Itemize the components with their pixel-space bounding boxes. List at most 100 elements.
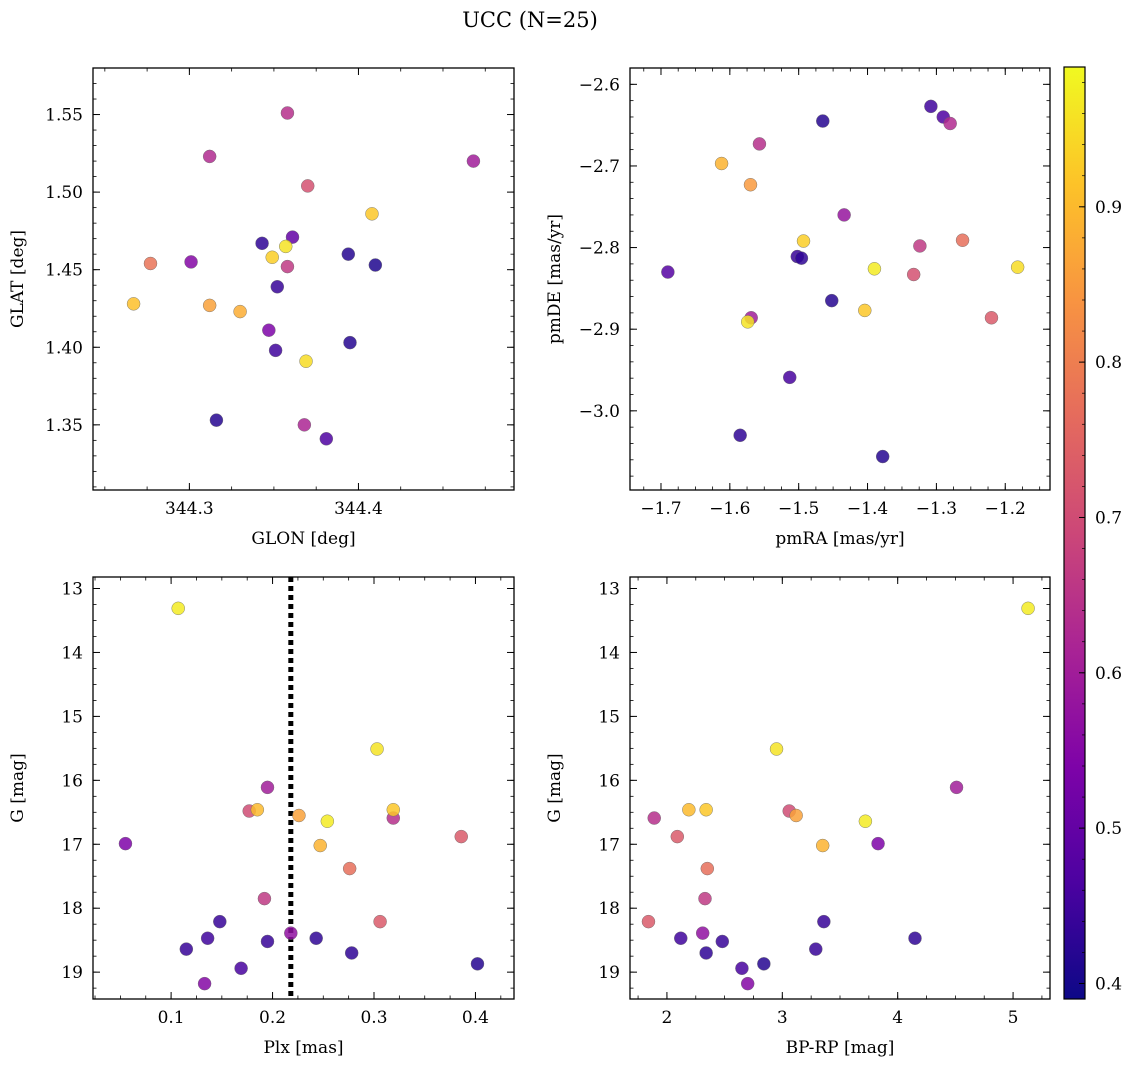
data-point [769, 742, 784, 756]
data-point [1021, 601, 1035, 616]
y-tick-label: 19 [61, 963, 83, 983]
data-point [647, 811, 661, 825]
data-point [796, 234, 811, 248]
data-point [179, 942, 194, 956]
data-point [260, 934, 275, 949]
x-tick-label: 0.4 [462, 1008, 489, 1028]
y-tick-label: 14 [598, 643, 620, 663]
x-tick-label: 0.1 [158, 1008, 185, 1028]
x-tick-label: −1.7 [640, 499, 681, 519]
data-point [257, 891, 272, 906]
data-point [715, 934, 730, 949]
data-point [265, 250, 279, 264]
data-point [342, 861, 357, 876]
y-axis-label: pmDE [mas/yr] [545, 214, 565, 344]
colorbar-tick-label: 0.7 [1095, 508, 1122, 528]
y-tick-label: 15 [598, 707, 620, 727]
data-point [319, 432, 334, 446]
x-tick-label: 344.4 [334, 499, 383, 519]
colorbar-gradient [1063, 66, 1086, 1000]
data-point [209, 413, 224, 427]
y-axis-label: G [mag] [8, 753, 28, 822]
data-point [313, 838, 327, 853]
x-axis-label: Plx [mas] [263, 1038, 343, 1058]
y-tick-label: 1.55 [45, 106, 83, 126]
data-point [299, 354, 313, 368]
data-point [309, 931, 323, 945]
y-axis-label: G [mag] [545, 753, 565, 822]
data-point [268, 343, 283, 358]
data-point [740, 976, 755, 991]
colorbar: 0.4 0.5 0.6 0.7 0.8 0.9 [1063, 66, 1122, 1000]
x-tick-label: 2 [662, 1008, 673, 1028]
data-point [279, 239, 293, 254]
data-point [285, 230, 300, 244]
data-point [126, 297, 141, 311]
data-point [262, 323, 276, 337]
x-tick-label: −1.3 [916, 499, 957, 519]
data-point [794, 251, 809, 265]
colorbar-tick-label: 0.4 [1095, 974, 1122, 994]
data-point [661, 265, 675, 279]
data-point [714, 156, 729, 171]
y-tick-label: 18 [61, 899, 83, 919]
data-point [698, 891, 712, 906]
figure-title: UCC (N=25) [462, 8, 598, 32]
data-point [368, 258, 383, 272]
data-point [365, 207, 379, 221]
data-point [292, 808, 306, 823]
y-tick-label: 16 [61, 771, 83, 791]
data-point [837, 208, 851, 222]
panel-cmd: 2 3 4 5 13 14 15 16 17 18 19 BP-RP [mag] G [mag] [545, 576, 1051, 1058]
x-tick-label: −1.5 [778, 499, 819, 519]
data-point [913, 239, 927, 253]
data-point [234, 961, 248, 976]
data-point [202, 298, 217, 313]
data-point [370, 742, 384, 756]
data-point [743, 178, 758, 192]
y-tick-label: 17 [598, 835, 620, 855]
y-tick-label: 19 [598, 963, 620, 983]
data-point [200, 931, 215, 945]
x-axis-label: pmRA [mas/yr] [775, 529, 904, 549]
data-point [373, 914, 387, 929]
panel-proper-motion: −1.7 −1.6 −1.5 −1.4 −1.3 −1.2 −3.0 −2.9 −2.8 −2.7… [545, 67, 1051, 549]
data-point [466, 154, 481, 168]
data-point [817, 914, 831, 929]
y-tick-label: 1.45 [45, 261, 83, 281]
data-point [280, 106, 295, 120]
data-point [270, 280, 284, 294]
data-point [789, 808, 803, 823]
y-tick-label: 14 [61, 643, 83, 663]
data-point [284, 926, 298, 940]
panels: 344.3 344.4 1.35 1.40 1.45 1.50 1.55 GLON [deg]… [8, 67, 1051, 1058]
data-point [809, 942, 823, 956]
data-point [682, 803, 696, 817]
data-point [250, 803, 265, 817]
data-point [815, 838, 830, 853]
data-point [858, 303, 872, 318]
colorbar-tick-label: 0.6 [1095, 664, 1122, 684]
data-point [924, 99, 938, 114]
data-point [943, 116, 957, 131]
colorbar-tick-label: 0.8 [1095, 353, 1122, 373]
x-tick-label: −1.6 [709, 499, 750, 519]
data-point [143, 256, 158, 271]
y-tick-label: −3.0 [579, 402, 620, 422]
x-tick-label: 5 [1008, 1008, 1019, 1028]
data-point [280, 259, 295, 274]
y-tick-label: 16 [598, 771, 620, 791]
data-point [906, 267, 921, 282]
y-axis-label: GLAT [deg] [8, 230, 28, 328]
data-point [984, 311, 999, 325]
x-tick-label: 3 [777, 1008, 788, 1028]
y-tick-label: −2.6 [579, 75, 620, 95]
y-tick-label: 13 [598, 580, 620, 600]
data-point [674, 931, 688, 945]
x-axis-label: GLON [deg] [251, 529, 355, 549]
data-point [1010, 260, 1025, 274]
axes-frame [92, 576, 515, 1000]
data-point [343, 335, 357, 350]
data-point [233, 304, 247, 319]
